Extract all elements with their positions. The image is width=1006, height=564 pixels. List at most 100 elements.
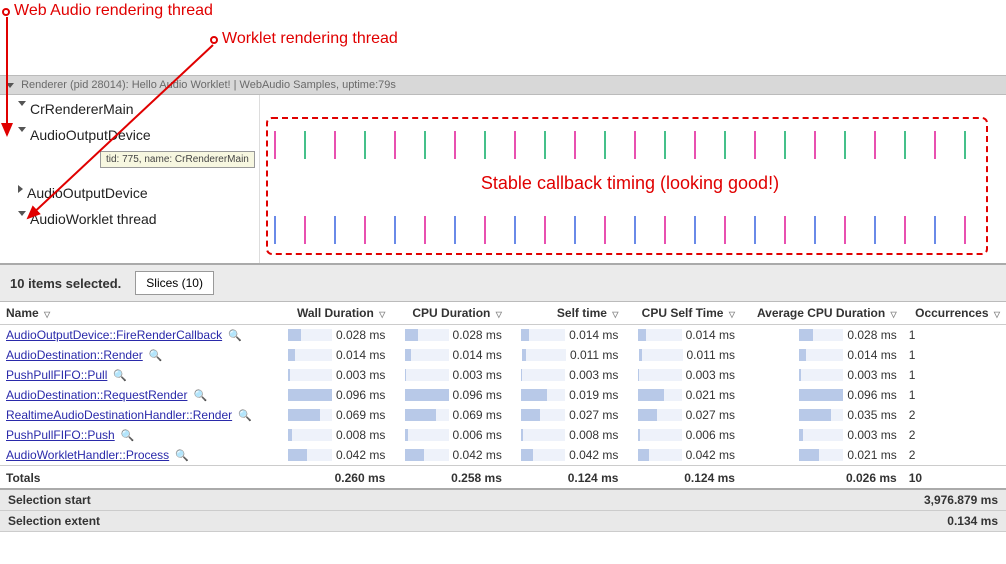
avg-cpu-duration: 0.021 ms [741, 445, 903, 466]
column-header[interactable]: Name ▽ [0, 302, 275, 325]
process-header: Renderer (pid 28014): Hello Audio Workle… [0, 75, 1006, 95]
wall-duration: 0.003 ms [275, 365, 392, 385]
summary-row: Selection extent0.134 ms [0, 511, 1006, 532]
tracks-area: CrRendererMain AudioOutputDevice tid: 775,… [0, 95, 1006, 265]
thread-row[interactable]: AudioOutputDevice [0, 121, 259, 179]
table-row[interactable]: PushPullFIFO::Pull🔍 0.003 ms 0.003 ms 0.… [0, 365, 1006, 385]
callout-text: Stable callback timing (looking good!) [410, 173, 850, 194]
magnify-icon[interactable]: 🔍 [193, 390, 207, 402]
timing-tick [844, 216, 846, 244]
column-header[interactable]: CPU Duration ▽ [391, 302, 508, 325]
table-row[interactable]: AudioDestination::Render🔍 0.014 ms 0.014… [0, 345, 1006, 365]
slice-name[interactable]: PushPullFIFO::Pull🔍 [0, 365, 275, 385]
timing-tick [904, 131, 906, 159]
timing-tick [544, 131, 546, 159]
thread-row[interactable]: AudioWorklet thread [0, 205, 259, 263]
slices-button[interactable]: Slices (10) [135, 271, 214, 295]
timing-tick [694, 131, 696, 159]
timing-tick [814, 131, 816, 159]
timing-tick [754, 131, 756, 159]
self-time: 0.003 ms [508, 365, 625, 385]
timing-tick [484, 131, 486, 159]
timing-tick [424, 216, 426, 244]
anno-label-web-audio: Web Audio rendering thread [14, 2, 213, 20]
magnify-icon[interactable]: 🔍 [238, 410, 252, 422]
column-header[interactable]: Average CPU Duration ▽ [741, 302, 903, 325]
timing-tick [844, 131, 846, 159]
slice-name[interactable]: PushPullFIFO::Push🔍 [0, 425, 275, 445]
magnify-icon[interactable]: 🔍 [121, 430, 135, 442]
timing-tick [964, 216, 966, 244]
wall-duration: 0.096 ms [275, 385, 392, 405]
timing-tick [634, 131, 636, 159]
selection-count: 10 items selected. [10, 276, 121, 291]
table-row[interactable]: AudioDestination::RequestRender🔍 0.096 m… [0, 385, 1006, 405]
column-header[interactable]: Occurrences ▽ [903, 302, 1006, 325]
cpu-self-time: 0.011 ms [624, 345, 741, 365]
wall-duration: 0.008 ms [275, 425, 392, 445]
timing-tick [394, 131, 396, 159]
timing-tick [514, 131, 516, 159]
thread-label: AudioOutputDevice [30, 127, 151, 143]
wall-duration: 0.069 ms [275, 405, 392, 425]
timing-tick [724, 131, 726, 159]
slice-name[interactable]: RealtimeAudioDestinationHandler::Render🔍 [0, 405, 275, 425]
timing-tick [604, 131, 606, 159]
timing-tick [544, 216, 546, 244]
slice-name[interactable]: AudioOutputDevice::FireRenderCallback🔍 [0, 325, 275, 346]
thread-label: AudioWorklet thread [30, 211, 157, 227]
timing-tick [874, 216, 876, 244]
slice-name[interactable]: AudioDestination::RequestRender🔍 [0, 385, 275, 405]
magnify-icon[interactable]: 🔍 [175, 450, 189, 462]
summary-label: Selection start [8, 493, 91, 507]
thread-row[interactable]: CrRendererMain [0, 95, 259, 121]
timing-tick [784, 216, 786, 244]
thread-row[interactable]: AudioOutputDevice [0, 179, 259, 205]
wall-duration: 0.028 ms [275, 325, 392, 346]
slice-name[interactable]: AudioDestination::Render🔍 [0, 345, 275, 365]
expand-icon[interactable] [18, 185, 23, 193]
anno-circle-2 [210, 36, 218, 44]
timing-tick [574, 216, 576, 244]
column-header[interactable]: CPU Self Time ▽ [624, 302, 741, 325]
avg-cpu-duration: 0.014 ms [741, 345, 903, 365]
cpu-duration: 0.069 ms [391, 405, 508, 425]
thread-tooltip: tid: 775, name: CrRendererMain [100, 151, 255, 168]
timing-tick [334, 216, 336, 244]
occurrences: 2 [903, 405, 1006, 425]
cpu-duration: 0.014 ms [391, 345, 508, 365]
expand-icon[interactable] [18, 211, 26, 216]
magnify-icon[interactable]: 🔍 [149, 350, 163, 362]
table-row[interactable]: AudioOutputDevice::FireRenderCallback🔍 0… [0, 325, 1006, 346]
expand-icon[interactable] [18, 127, 26, 132]
occurrences: 1 [903, 345, 1006, 365]
slice-name[interactable]: AudioWorkletHandler::Process🔍 [0, 445, 275, 466]
timing-tick [634, 216, 636, 244]
thread-label: CrRendererMain [30, 101, 133, 117]
wall-duration: 0.042 ms [275, 445, 392, 466]
expand-icon[interactable] [6, 83, 14, 88]
table-row[interactable]: PushPullFIFO::Push🔍 0.008 ms 0.006 ms 0.… [0, 425, 1006, 445]
timing-tick [424, 131, 426, 159]
column-header[interactable]: Self time ▽ [508, 302, 625, 325]
cpu-duration: 0.003 ms [391, 365, 508, 385]
anno-circle-1 [2, 8, 10, 16]
table-row[interactable]: RealtimeAudioDestinationHandler::Render🔍… [0, 405, 1006, 425]
timing-tick [874, 131, 876, 159]
timing-tick [964, 131, 966, 159]
expand-icon[interactable] [18, 101, 26, 106]
occurrences: 1 [903, 365, 1006, 385]
self-time: 0.008 ms [508, 425, 625, 445]
cpu-self-time: 0.042 ms [624, 445, 741, 466]
self-time: 0.014 ms [508, 325, 625, 346]
timeline[interactable]: Stable callback timing (looking good!) [260, 95, 1006, 263]
thread-tree: CrRendererMain AudioOutputDevice tid: 775,… [0, 95, 260, 263]
timing-tick [694, 216, 696, 244]
column-header[interactable]: Wall Duration ▽ [275, 302, 392, 325]
cpu-self-time: 0.003 ms [624, 365, 741, 385]
magnify-icon[interactable]: 🔍 [113, 370, 127, 382]
magnify-icon[interactable]: 🔍 [228, 330, 242, 342]
table-row[interactable]: AudioWorkletHandler::Process🔍 0.042 ms 0… [0, 445, 1006, 466]
timing-tick [754, 216, 756, 244]
timing-tick [604, 216, 606, 244]
